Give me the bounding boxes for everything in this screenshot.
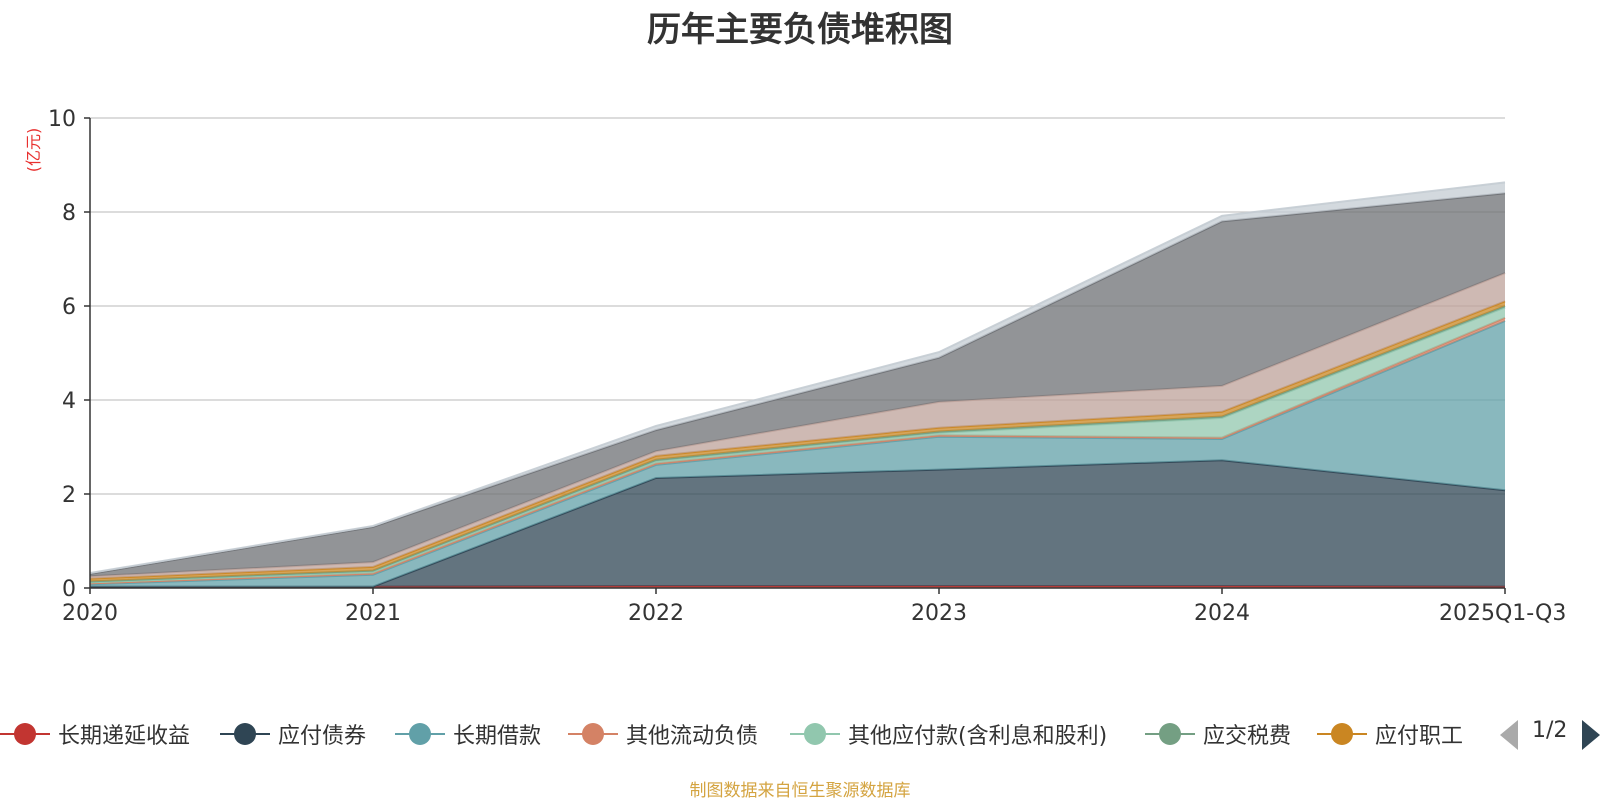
- y-tick-label: 0: [62, 577, 76, 602]
- legend-item[interactable]: 其他应付款(含利息和股利): [790, 714, 1107, 754]
- legend-label: 其他应付款(含利息和股利): [848, 724, 1108, 749]
- legend-next-icon[interactable]: [1582, 720, 1600, 750]
- legend-label: 应交税费: [1203, 724, 1292, 749]
- area-series-2: [90, 321, 1505, 587]
- legend-prev-icon[interactable]: [1500, 720, 1518, 750]
- legend-marker-icon: [790, 722, 840, 746]
- legend-item[interactable]: 长期递延收益: [0, 714, 190, 754]
- x-tick-label: 2023: [911, 601, 967, 626]
- x-tick-label: 2025Q1-Q3: [1439, 601, 1566, 626]
- legend-label: 长期递延收益: [58, 724, 191, 749]
- legend-label: 应付债券: [278, 724, 367, 749]
- data-source-note: 制图数据来自恒生聚源数据库: [689, 781, 911, 801]
- legend-marker-icon: [1145, 722, 1195, 746]
- legend-marker-icon: [1317, 722, 1367, 746]
- legend-item[interactable]: 应付债券: [220, 714, 366, 754]
- x-tick-label: 2022: [628, 601, 684, 626]
- legend-page-indicator: 1/2: [1532, 718, 1568, 743]
- y-tick-label: 2: [62, 483, 76, 508]
- y-tick-label: 8: [62, 201, 76, 226]
- legend-label: 应付职工: [1375, 724, 1464, 749]
- legend-item[interactable]: 长期借款: [395, 714, 541, 754]
- legend-pager: 1/2: [1500, 714, 1600, 754]
- x-tick-label: 2021: [345, 601, 401, 626]
- y-tick-label: 6: [62, 295, 76, 320]
- legend-marker-icon: [220, 722, 270, 746]
- legend-item[interactable]: 应付职工: [1317, 714, 1463, 754]
- legend-marker-icon: [0, 722, 50, 746]
- x-tick-label: 2024: [1194, 601, 1250, 626]
- legend-item[interactable]: 其他流动负债: [568, 714, 758, 754]
- area-series-1: [90, 460, 1505, 587]
- legend: 长期递延收益 应付债券 长期借款 其他流动负债 其他应付款(含利息和股利) 应交税费 应付职…: [0, 714, 1600, 754]
- legend-label: 长期借款: [453, 724, 542, 749]
- chart-title: 历年主要负债堆积图: [647, 10, 953, 50]
- y-tick-label: 4: [62, 389, 76, 414]
- area-series-8: [90, 193, 1505, 577]
- stacked-area-chart: 0 2 4 6 8 10 2020 2021 2022 2023 2024 2025Q1-Q3: [48, 107, 1566, 626]
- line-series-9: [89, 181, 1506, 574]
- legend-label: 其他流动负债: [626, 724, 759, 749]
- x-tick-label: 2020: [62, 601, 118, 626]
- legend-marker-icon: [568, 722, 618, 746]
- legend-item[interactable]: 应交税费: [1145, 714, 1291, 754]
- legend-marker-icon: [395, 722, 445, 746]
- y-tick-label: 10: [48, 107, 76, 132]
